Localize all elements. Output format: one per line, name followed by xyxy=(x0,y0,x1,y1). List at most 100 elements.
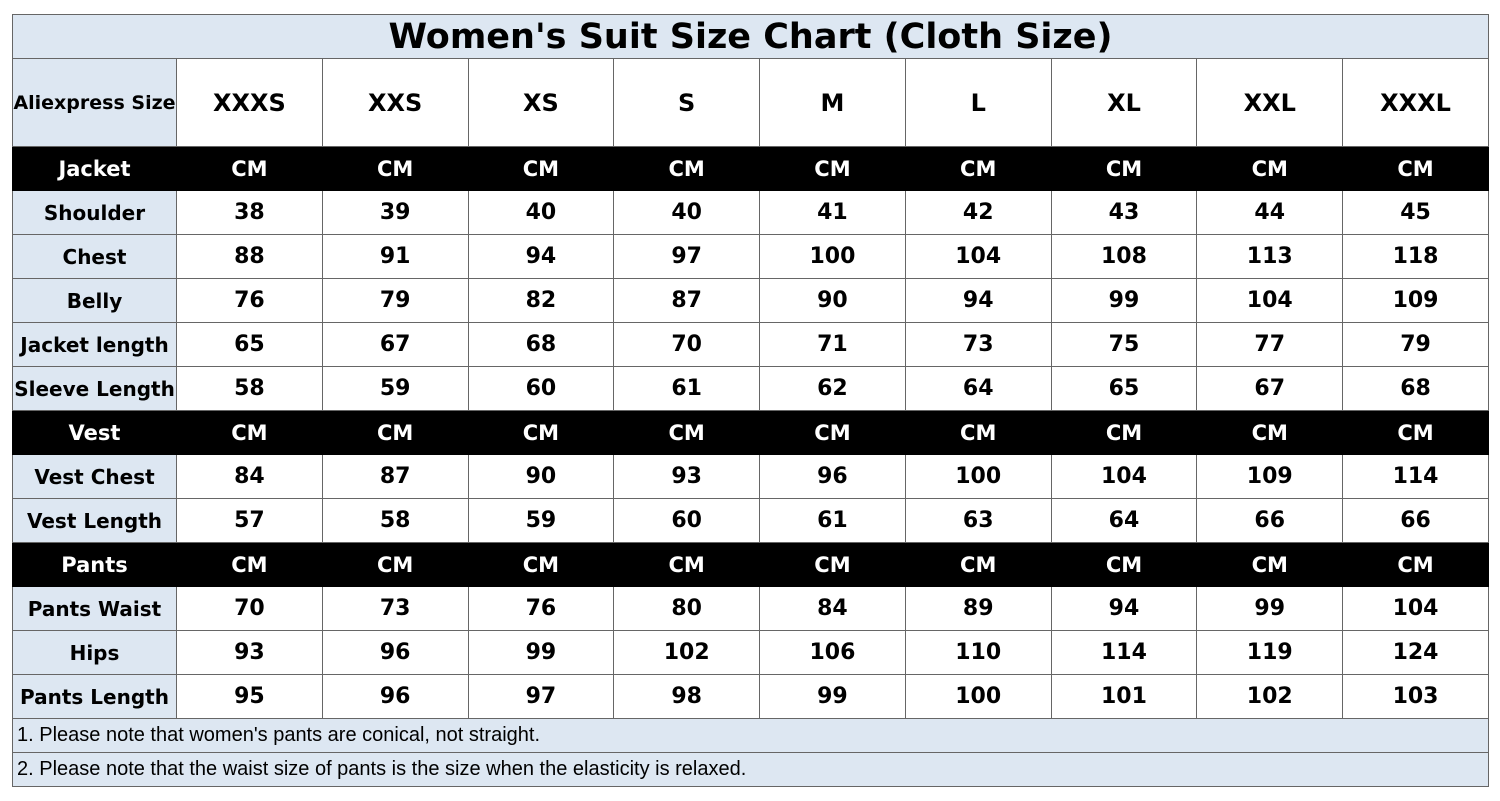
value: 103 xyxy=(1342,674,1489,719)
unit: CM xyxy=(467,146,615,191)
unit: CM xyxy=(1196,146,1344,191)
value: 87 xyxy=(321,454,469,499)
value: 79 xyxy=(1342,322,1489,367)
value: 114 xyxy=(1342,454,1489,499)
value: 100 xyxy=(759,234,906,279)
unit: CM xyxy=(1050,410,1198,455)
row-label: Sleeve Length xyxy=(12,366,177,411)
unit: CM xyxy=(1342,410,1489,455)
value: 97 xyxy=(613,234,761,279)
size-header: XL xyxy=(1050,58,1198,147)
value: 108 xyxy=(1050,234,1198,279)
value: 76 xyxy=(176,278,323,323)
value: 73 xyxy=(321,586,469,631)
size-header: XXXL xyxy=(1342,58,1489,147)
value: 45 xyxy=(1342,190,1489,235)
unit: CM xyxy=(1196,410,1344,455)
value: 99 xyxy=(467,630,615,675)
value: 60 xyxy=(613,498,761,543)
value: 79 xyxy=(321,278,469,323)
section-row: Pants CM CM CM CM CM CM CM CM CM xyxy=(12,542,1489,587)
value: 77 xyxy=(1196,322,1344,367)
header-row: Aliexpress Size XXXS XXS XS S M L XL XXL XXXL xyxy=(12,58,1489,147)
size-header: XS xyxy=(467,58,615,147)
value: 97 xyxy=(467,674,615,719)
value: 61 xyxy=(759,498,906,543)
unit: CM xyxy=(176,146,323,191)
value: 90 xyxy=(467,454,615,499)
value: 102 xyxy=(1196,674,1344,719)
value: 59 xyxy=(321,366,469,411)
value: 62 xyxy=(759,366,906,411)
unit: CM xyxy=(1342,146,1489,191)
unit: CM xyxy=(759,542,906,587)
unit: CM xyxy=(904,542,1052,587)
value: 114 xyxy=(1050,630,1198,675)
value: 99 xyxy=(759,674,906,719)
value: 104 xyxy=(904,234,1052,279)
unit: CM xyxy=(467,410,615,455)
value: 57 xyxy=(176,498,323,543)
size-header: M xyxy=(759,58,906,147)
size-chart: Women's Suit Size Chart (Cloth Size) Alie… xyxy=(12,14,1489,787)
value: 104 xyxy=(1050,454,1198,499)
header-label: Aliexpress Size xyxy=(12,58,177,147)
value: 100 xyxy=(904,674,1052,719)
unit: CM xyxy=(467,542,615,587)
row-label: Chest xyxy=(12,234,177,279)
value: 42 xyxy=(904,190,1052,235)
note-row: 1. Please note that women's pants are co… xyxy=(12,718,1489,753)
value: 60 xyxy=(467,366,615,411)
size-header: XXL xyxy=(1196,58,1344,147)
unit: CM xyxy=(759,410,906,455)
value: 96 xyxy=(321,674,469,719)
value: 118 xyxy=(1342,234,1489,279)
row-label: Pants Length xyxy=(12,674,177,719)
unit: CM xyxy=(613,410,761,455)
value: 66 xyxy=(1196,498,1344,543)
unit: CM xyxy=(321,542,469,587)
row-label: Vest Chest xyxy=(12,454,177,499)
value: 99 xyxy=(1196,586,1344,631)
value: 58 xyxy=(176,366,323,411)
value: 94 xyxy=(467,234,615,279)
unit: CM xyxy=(176,542,323,587)
unit: CM xyxy=(176,410,323,455)
value: 84 xyxy=(759,586,906,631)
note: 2. Please note that the waist size of pa… xyxy=(12,752,1489,787)
value: 119 xyxy=(1196,630,1344,675)
measure-row: Shoulder 38 39 40 40 41 42 43 44 45 xyxy=(12,190,1489,235)
value: 94 xyxy=(904,278,1052,323)
section-name: Pants xyxy=(12,542,177,587)
note: 1. Please note that women's pants are co… xyxy=(12,718,1489,753)
unit: CM xyxy=(759,146,906,191)
value: 104 xyxy=(1342,586,1489,631)
value: 68 xyxy=(1342,366,1489,411)
value: 40 xyxy=(467,190,615,235)
measure-row: Pants Length 95 96 97 98 99 100 101 102 103 xyxy=(12,674,1489,719)
value: 82 xyxy=(467,278,615,323)
value: 84 xyxy=(176,454,323,499)
measure-row: Sleeve Length 58 59 60 61 62 64 65 67 68 xyxy=(12,366,1489,411)
value: 70 xyxy=(613,322,761,367)
value: 101 xyxy=(1050,674,1198,719)
measure-row: Vest Chest 84 87 90 93 96 100 104 109 114 xyxy=(12,454,1489,499)
row-label: Jacket length xyxy=(12,322,177,367)
value: 41 xyxy=(759,190,906,235)
value: 109 xyxy=(1342,278,1489,323)
value: 109 xyxy=(1196,454,1344,499)
unit: CM xyxy=(904,410,1052,455)
measure-row: Belly 76 79 82 87 90 94 99 104 109 xyxy=(12,278,1489,323)
unit: CM xyxy=(1196,542,1344,587)
value: 94 xyxy=(1050,586,1198,631)
value: 106 xyxy=(759,630,906,675)
section-name: Jacket xyxy=(12,146,177,191)
value: 65 xyxy=(176,322,323,367)
section-name: Vest xyxy=(12,410,177,455)
value: 70 xyxy=(176,586,323,631)
value: 66 xyxy=(1342,498,1489,543)
row-label: Pants Waist xyxy=(12,586,177,631)
size-table: Women's Suit Size Chart (Cloth Size) Alie… xyxy=(12,14,1489,787)
value: 76 xyxy=(467,586,615,631)
value: 99 xyxy=(1050,278,1198,323)
